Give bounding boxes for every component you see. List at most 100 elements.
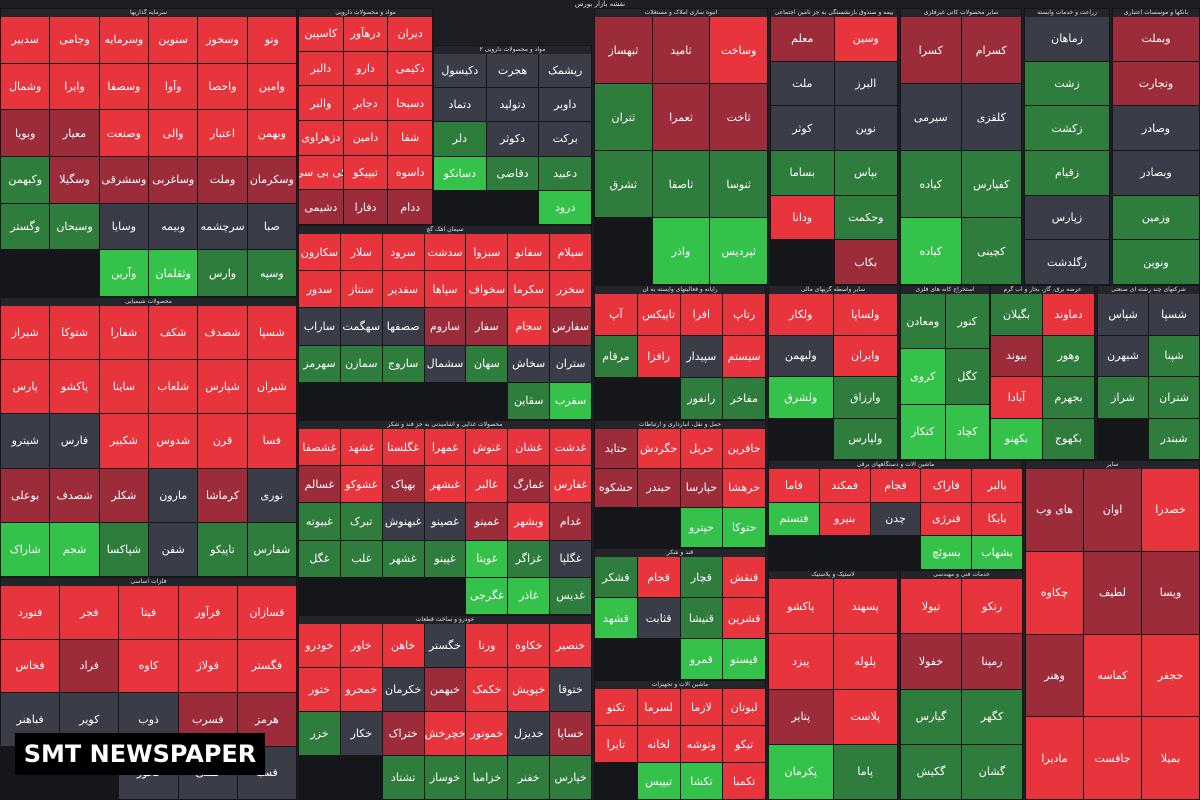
stock-tile: شپاکسا xyxy=(99,522,149,576)
stock-tile: وآوا xyxy=(149,63,198,110)
stock-tile: تیپیس xyxy=(637,763,680,799)
stock-tile: بساما xyxy=(771,151,834,195)
sector: انبوه سازی املاک و مستغلات وساخت ثامید ثبهس… xyxy=(594,8,768,285)
tile-grid: سیلام سفانو سبزوا سدشت سرود سلار سکارون سخزر سکر… xyxy=(299,234,591,419)
sector-label: شرکتهای چند رشته ای صنعتی xyxy=(1111,286,1186,293)
stock-tile: غگرجی xyxy=(466,577,508,614)
stock-tile: ثشرق xyxy=(595,151,652,217)
stock-tile: وسین xyxy=(834,17,897,61)
stock-tile: شصدف xyxy=(198,306,247,360)
stock-tile: فراد xyxy=(60,639,119,692)
stock-tile: ختراک xyxy=(382,712,424,755)
stock-tile: شبهرن xyxy=(1098,335,1148,376)
stock-tile: کباده xyxy=(901,218,961,284)
stock-tile: سشمال xyxy=(424,345,466,382)
stock-tile: خاهن xyxy=(382,624,424,667)
stock-tile: غشصفا xyxy=(299,429,340,466)
stock-tile: لسرما xyxy=(637,689,680,725)
stock-tile: پکرمان xyxy=(769,744,833,799)
stock-tile: معلم xyxy=(771,17,834,61)
sector-label: حمل و نقل، انبارداری و ارتباطات xyxy=(638,421,722,428)
stock-tile: غفارس xyxy=(550,466,591,503)
stock-tile: زپارس xyxy=(1025,195,1109,240)
stock-tile: وملت xyxy=(198,157,247,203)
stock-tile: کاوه xyxy=(119,639,178,692)
stock-tile: سپاها xyxy=(424,271,466,308)
stock-tile: زقیام xyxy=(1025,151,1109,195)
stock-tile: فیتا xyxy=(119,586,178,639)
stock-tile: ریشمک xyxy=(539,54,591,88)
stock-tile: دشیمی xyxy=(299,190,343,224)
sector: قند و شکر قنقش قچار قجام قشکر قشرین قنیشا قثابت… xyxy=(594,548,766,680)
stock-tile: بجهرم xyxy=(1043,377,1094,418)
stock-tile: فاما xyxy=(769,469,819,502)
sector-label: فلزات اساسی xyxy=(130,578,167,585)
stock-tile: ولشرق xyxy=(769,377,833,418)
sector: محصولات غذایی و آشامیدنی به جز قند و شکر… xyxy=(298,420,592,615)
stock-tile: کنور xyxy=(945,294,989,349)
stock-tile: وبیمه xyxy=(149,203,198,250)
stock-tile: ساینا xyxy=(99,360,149,414)
stock-tile: خدیزل xyxy=(508,712,550,755)
stock-tile: بکهنو xyxy=(991,418,1042,459)
stock-tile: رتکو xyxy=(962,579,1022,634)
stock-tile: وکبهمن xyxy=(1,157,50,203)
stock-tile: سیستم xyxy=(723,336,765,377)
sector-label: محصولات شیمیایی xyxy=(125,298,172,305)
stock-tile: سهگمت xyxy=(340,308,382,345)
stock-tile: شلعاب xyxy=(149,360,198,414)
stock-tile: گیارس xyxy=(901,689,961,744)
tile-grid: کسرام کسرا کلقزی سیرمی کفپارس کیاده کچینی کباده xyxy=(901,17,1021,284)
sector: مواد و محصولات دارویی دیران درهآور کاسپین دک… xyxy=(298,8,433,225)
stock-tile: کسرا xyxy=(901,17,961,83)
sector-label: رایانه و فعالیتهای وابسته به آن xyxy=(642,286,718,293)
stock-tile: وآرین xyxy=(99,250,149,296)
stock-tile: بپاس xyxy=(834,151,897,195)
stock-tile: اوان xyxy=(1084,469,1141,551)
stock-tile: کچینی xyxy=(961,218,1021,284)
stock-tile: معیار xyxy=(50,110,99,156)
stock-tile: سپیدار xyxy=(680,336,723,377)
stock-tile: دسبحا xyxy=(388,86,432,120)
stock-tile: وبویا xyxy=(1,110,50,156)
sector: بیمه و صندوق بازنشستگی به جز تامین اجتما… xyxy=(770,8,898,285)
stock-tile: فنرژی xyxy=(921,502,972,536)
stock-tile: شپارس xyxy=(198,360,247,414)
sector: رایانه و فعالیتهای وابسته به آن رتاپ افرا ت… xyxy=(594,285,766,420)
stock-tile: ثامید xyxy=(652,17,710,83)
stock-tile: قشهد xyxy=(595,598,637,638)
stock-tile: کگل xyxy=(945,349,989,404)
tile-grid: خنصير خکاوه ورنا خگستر خاهن خاور خودرو ختوقا خپو… xyxy=(299,624,591,799)
stock-tile: حپارسا xyxy=(680,468,723,508)
stock-tile: وسرمایه xyxy=(99,17,149,63)
stock-tile: فتستم xyxy=(769,502,819,536)
stock-tile: غشهر xyxy=(382,540,424,577)
sector: ماشین آلات و دستگاههای برقی بالبر فاراک فجا… xyxy=(768,460,1023,570)
stock-tile: تیکو xyxy=(723,726,765,762)
stock-tile: فاراک xyxy=(921,469,972,502)
sector: مواد و محصولات دارویی ۲ ریشمک هجرت دکیسول دا… xyxy=(433,45,592,225)
stock-tile: قشرین xyxy=(723,598,765,638)
stock-tile: حتوکا xyxy=(723,508,765,547)
stock-tile: دارو xyxy=(343,51,388,86)
stock-tile: وصنعت xyxy=(99,110,149,156)
stock-tile: ومعادن xyxy=(901,294,945,349)
stock-tile: غبهنوش xyxy=(382,503,424,540)
stock-tile: دکوثر xyxy=(486,122,539,156)
stock-tile: رافزا xyxy=(637,336,680,377)
stock-tile: داوبر xyxy=(539,88,591,122)
stock-tile: غدیس xyxy=(550,577,591,614)
stock-tile: وسصفا xyxy=(99,63,149,110)
tile-grid: شسپا شصدف شکف شفارا شتوکا شیراز شیران شپارس شلعا… xyxy=(1,306,296,576)
stock-tile: سنتاز xyxy=(340,271,382,308)
stock-tile: خودرو xyxy=(299,624,340,667)
stock-tile: آبادا xyxy=(991,377,1042,418)
stock-tile: بوعلی xyxy=(1,468,50,522)
stock-tile: مفاخر xyxy=(723,378,765,419)
stock-tile: وجامی xyxy=(50,17,99,63)
stock-tile: بالبر xyxy=(972,469,1022,502)
stock-tile: زماهان xyxy=(1025,17,1109,61)
stock-tile: غگل xyxy=(299,540,340,577)
sector-label: قند و شکر xyxy=(666,549,694,556)
stock-tile: جافست xyxy=(1084,717,1141,799)
